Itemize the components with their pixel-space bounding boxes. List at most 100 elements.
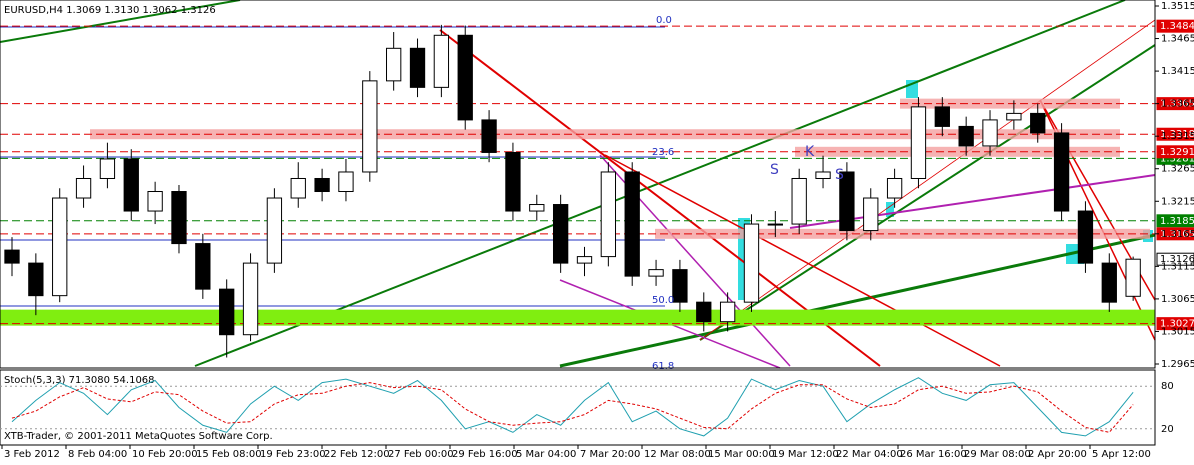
x-tick-label: 19 Feb 23:00 — [260, 449, 326, 460]
candle-body — [1125, 258, 1141, 297]
candle-body — [433, 34, 450, 88]
x-tick-label: 29 Feb 16:00 — [452, 449, 518, 460]
candle-body — [624, 171, 640, 277]
footer: XTB-Trader, © 2001-2011 MetaQuotes Softw… — [4, 431, 273, 442]
level-label-box — [1156, 145, 1194, 159]
x-tick-label: 19 Mar 12:00 — [772, 449, 839, 460]
candle-body — [123, 158, 139, 212]
candle-body — [99, 158, 116, 179]
candle-body — [242, 262, 259, 336]
candle-body — [886, 177, 903, 199]
x-tick-label: 26 Mar 16:00 — [900, 449, 967, 460]
candle-body — [1030, 112, 1046, 134]
candle-body — [219, 288, 235, 336]
level-label: 1.3185 — [1160, 216, 1194, 227]
y-tick-label: 1.3415 — [1161, 66, 1194, 77]
x-tick-label: 3 Feb 2012 — [4, 449, 60, 460]
chart-title: EURUSD,H4 1.3069 1.3130 1.3062 1.3126 — [4, 5, 216, 16]
fib-label: 0.0 — [656, 15, 672, 26]
x-tick-label: 7 Mar 20:00 — [580, 449, 640, 460]
y-tick-label: 1.3265 — [1161, 164, 1194, 175]
level-label: 1.3126 — [1160, 254, 1194, 265]
candle-body — [481, 119, 497, 153]
candle-body — [52, 197, 68, 297]
level-label: 1.3165 — [1160, 229, 1194, 240]
trend-line — [604, 154, 1001, 367]
stochastic: 80 20 — [0, 377, 1174, 437]
candle-body — [195, 243, 211, 290]
candle-body — [863, 197, 879, 232]
trend-line — [699, 19, 1156, 341]
y-tick-label: 1.3065 — [1161, 294, 1194, 305]
x-tick-label: 10 Feb 20:00 — [132, 449, 198, 460]
x-tick-label: 27 Feb 00:00 — [388, 449, 454, 460]
pattern-label: S — [835, 167, 844, 183]
pattern-label: K — [805, 144, 815, 160]
candle-body — [147, 191, 163, 212]
y-tick-label: 1.2965 — [1161, 359, 1194, 370]
candle-body — [1101, 262, 1117, 303]
level-label: 1.3291 — [1160, 147, 1194, 158]
y-tick-label: 1.3315 — [1161, 131, 1194, 142]
candles — [4, 24, 1141, 358]
candle-body — [409, 47, 426, 88]
resistance-zone — [795, 146, 1120, 157]
y-tick-label: 1.3215 — [1161, 196, 1194, 207]
candle-body — [457, 34, 473, 121]
candle-body — [290, 177, 306, 199]
main-frame — [0, 0, 1156, 369]
y-tick-label: 1.3465 — [1161, 34, 1194, 45]
stoch-tick-label: 20 — [1161, 424, 1174, 435]
x-tick-label: 22 Feb 12:00 — [324, 449, 390, 460]
candle-body — [576, 256, 593, 264]
level-label-box — [1156, 214, 1194, 228]
trend-line — [0, 0, 241, 43]
pattern-label: S — [770, 162, 779, 178]
candle-body — [815, 171, 831, 179]
x-tick-label: 2 Apr 20:00 — [1028, 449, 1087, 460]
y-tick-label: 1.3165 — [1161, 229, 1194, 240]
candle-body — [743, 223, 760, 303]
candle-body — [672, 269, 688, 303]
candle-body — [75, 177, 92, 199]
level-label: 1.3484 — [1160, 21, 1194, 32]
candle-body — [982, 119, 998, 147]
level-label: 1.3365 — [1160, 99, 1194, 110]
y-tick-label: 1.3365 — [1161, 99, 1194, 110]
level-label-box — [1156, 252, 1194, 266]
candle-body — [505, 151, 521, 212]
fib-label: 50.0 — [652, 295, 674, 306]
candle-body — [266, 197, 283, 264]
trend-line — [194, 0, 1126, 367]
candle-body — [386, 47, 402, 82]
level-label: 1.3318 — [1160, 129, 1194, 140]
fib-label: 23.6 — [652, 147, 674, 158]
highlight-box — [886, 202, 894, 217]
y-tick-label: 1.3115 — [1161, 261, 1194, 272]
candle-body — [910, 106, 927, 179]
candle-body — [696, 301, 712, 323]
level-label-box — [1156, 19, 1194, 33]
level-label-box — [1156, 127, 1194, 141]
level-label: 1.3281 — [1160, 153, 1194, 164]
candle-body — [1006, 112, 1022, 121]
candle-body — [4, 249, 20, 264]
candle-body — [791, 177, 807, 225]
candle-body — [1077, 210, 1094, 264]
stoch-line — [11, 377, 1134, 437]
candle-body — [600, 171, 617, 258]
candle-body — [338, 171, 354, 193]
annotations: 0.0 23.6 50.0 61.8 S K S — [652, 15, 844, 372]
y-tick-label: 1.3015 — [1161, 326, 1194, 337]
stoch-title: Stoch(5,3,3) 71.3080 54.1068 — [4, 375, 155, 386]
candle-body — [171, 191, 187, 245]
x-tick-label: 15 Feb 08:00 — [196, 449, 262, 460]
x-tick-label: 12 Mar 08:00 — [644, 449, 711, 460]
x-tick-label: 8 Feb 04:00 — [68, 449, 127, 460]
stoch-line — [11, 382, 1134, 433]
stoch-tick-label: 80 — [1161, 381, 1174, 392]
candle-body — [958, 125, 974, 147]
candle-body — [362, 80, 378, 173]
